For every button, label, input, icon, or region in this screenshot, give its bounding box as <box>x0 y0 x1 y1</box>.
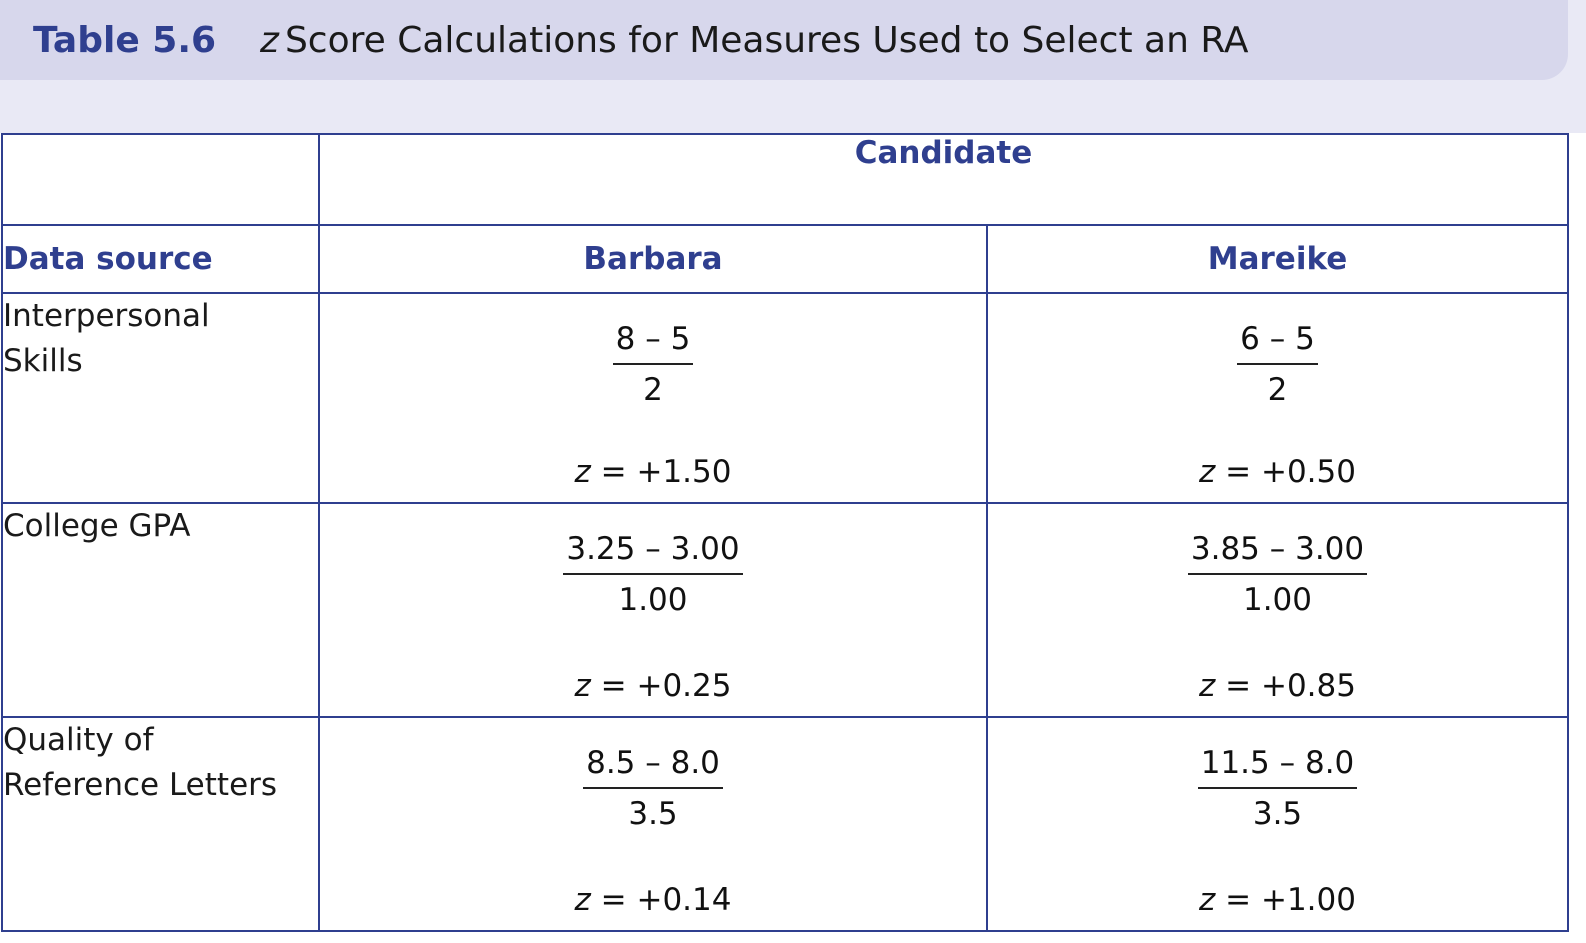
z-score: z = +0.25 <box>320 668 986 704</box>
denominator: 1.00 <box>618 582 688 618</box>
column-header-barbara: Barbara <box>318 224 988 294</box>
caption-variable: z <box>260 19 279 61</box>
table-caption: z Score Calculations for Measures Used to… <box>260 20 1249 61</box>
denominator: 3.5 <box>628 796 678 832</box>
fraction: 8 – 5 2 <box>612 320 694 409</box>
z-score: z = +0.85 <box>988 668 1567 704</box>
z-score: z = +0.50 <box>988 454 1567 490</box>
group-header-row: Candidate <box>1 133 1570 226</box>
calc-cell-barbara: 3.25 – 3.00 1.00 z = +0.25 <box>318 502 988 718</box>
table-number: Table 5.6 <box>33 19 217 61</box>
column-header-row: Data source Barbara Mareike <box>1 224 1570 294</box>
z-symbol: z <box>1199 668 1216 704</box>
z-value: = +1.50 <box>600 454 732 490</box>
caption-text: Score Calculations for Measures Used to … <box>284 19 1249 61</box>
fraction: 6 – 5 2 <box>1237 320 1318 409</box>
z-symbol: z <box>574 454 591 490</box>
numerator: 6 – 5 <box>1237 320 1318 365</box>
z-value: = +1.00 <box>1225 882 1356 918</box>
numerator: 11.5 – 8.0 <box>1197 744 1358 789</box>
table-row-college-gpa: College GPA 3.25 – 3.00 1.00 z = +0.25 3… <box>1 502 1570 718</box>
fraction: 3.25 – 3.00 1.00 <box>563 530 743 619</box>
z-score-table: Candidate Data source Barbara Mareike In… <box>1 133 1570 932</box>
denominator: 2 <box>1267 372 1288 408</box>
numerator: 3.85 – 3.00 <box>1187 530 1368 575</box>
z-value: = +0.50 <box>1225 454 1356 490</box>
numerator: 8 – 5 <box>612 320 694 365</box>
table-row-reference-letters: Quality of Reference Letters 8.5 – 8.0 3.… <box>1 716 1570 932</box>
fraction: 3.85 – 3.00 1.00 <box>1187 530 1368 619</box>
z-symbol: z <box>574 668 591 704</box>
fraction: 8.5 – 8.0 3.5 <box>583 744 723 833</box>
table-row-interpersonal-skills: Interpersonal Skills 8 – 5 2 z = +1.50 6 … <box>1 292 1570 504</box>
numerator: 3.25 – 3.00 <box>563 530 743 575</box>
z-score: z = +0.14 <box>320 882 986 918</box>
denominator: 1.00 <box>1242 582 1313 618</box>
calc-cell-mareike: 3.85 – 3.00 1.00 z = +0.85 <box>985 502 1570 718</box>
fraction: 11.5 – 8.0 3.5 <box>1197 744 1358 833</box>
z-score: z = +1.50 <box>320 454 986 490</box>
z-symbol: z <box>574 882 591 918</box>
row-label-line: Interpersonal <box>3 298 210 334</box>
calc-cell-mareike: 6 – 5 2 z = +0.50 <box>985 292 1570 504</box>
numerator: 8.5 – 8.0 <box>583 744 723 789</box>
row-label-line: Skills <box>3 343 83 379</box>
z-value: = +0.25 <box>600 668 732 704</box>
denominator: 2 <box>643 372 663 408</box>
denominator: 3.5 <box>1252 796 1303 832</box>
empty-corner-cell <box>1 133 320 226</box>
calc-cell-barbara: 8.5 – 8.0 3.5 z = +0.14 <box>318 716 988 932</box>
column-header-mareike: Mareike <box>985 224 1570 294</box>
calc-cell-barbara: 8 – 5 2 z = +1.50 <box>318 292 988 504</box>
z-score: z = +1.00 <box>988 882 1567 918</box>
row-label: Interpersonal Skills <box>1 292 320 504</box>
candidate-header: Candidate <box>317 133 1570 226</box>
data-source-header: Data source <box>1 224 320 294</box>
z-symbol: z <box>1199 882 1216 918</box>
row-label-line: Quality of <box>3 722 154 758</box>
row-label: College GPA <box>1 502 320 718</box>
z-value: = +0.14 <box>600 882 732 918</box>
table-title-bar: Table 5.6 z Score Calculations for Measur… <box>0 0 1568 80</box>
z-symbol: z <box>1199 454 1216 490</box>
row-label-line: Reference Letters <box>3 767 278 803</box>
row-label: Quality of Reference Letters <box>1 716 320 932</box>
row-label-line: College GPA <box>3 508 191 544</box>
z-value: = +0.85 <box>1225 668 1356 704</box>
calc-cell-mareike: 11.5 – 8.0 3.5 z = +1.00 <box>985 716 1570 932</box>
